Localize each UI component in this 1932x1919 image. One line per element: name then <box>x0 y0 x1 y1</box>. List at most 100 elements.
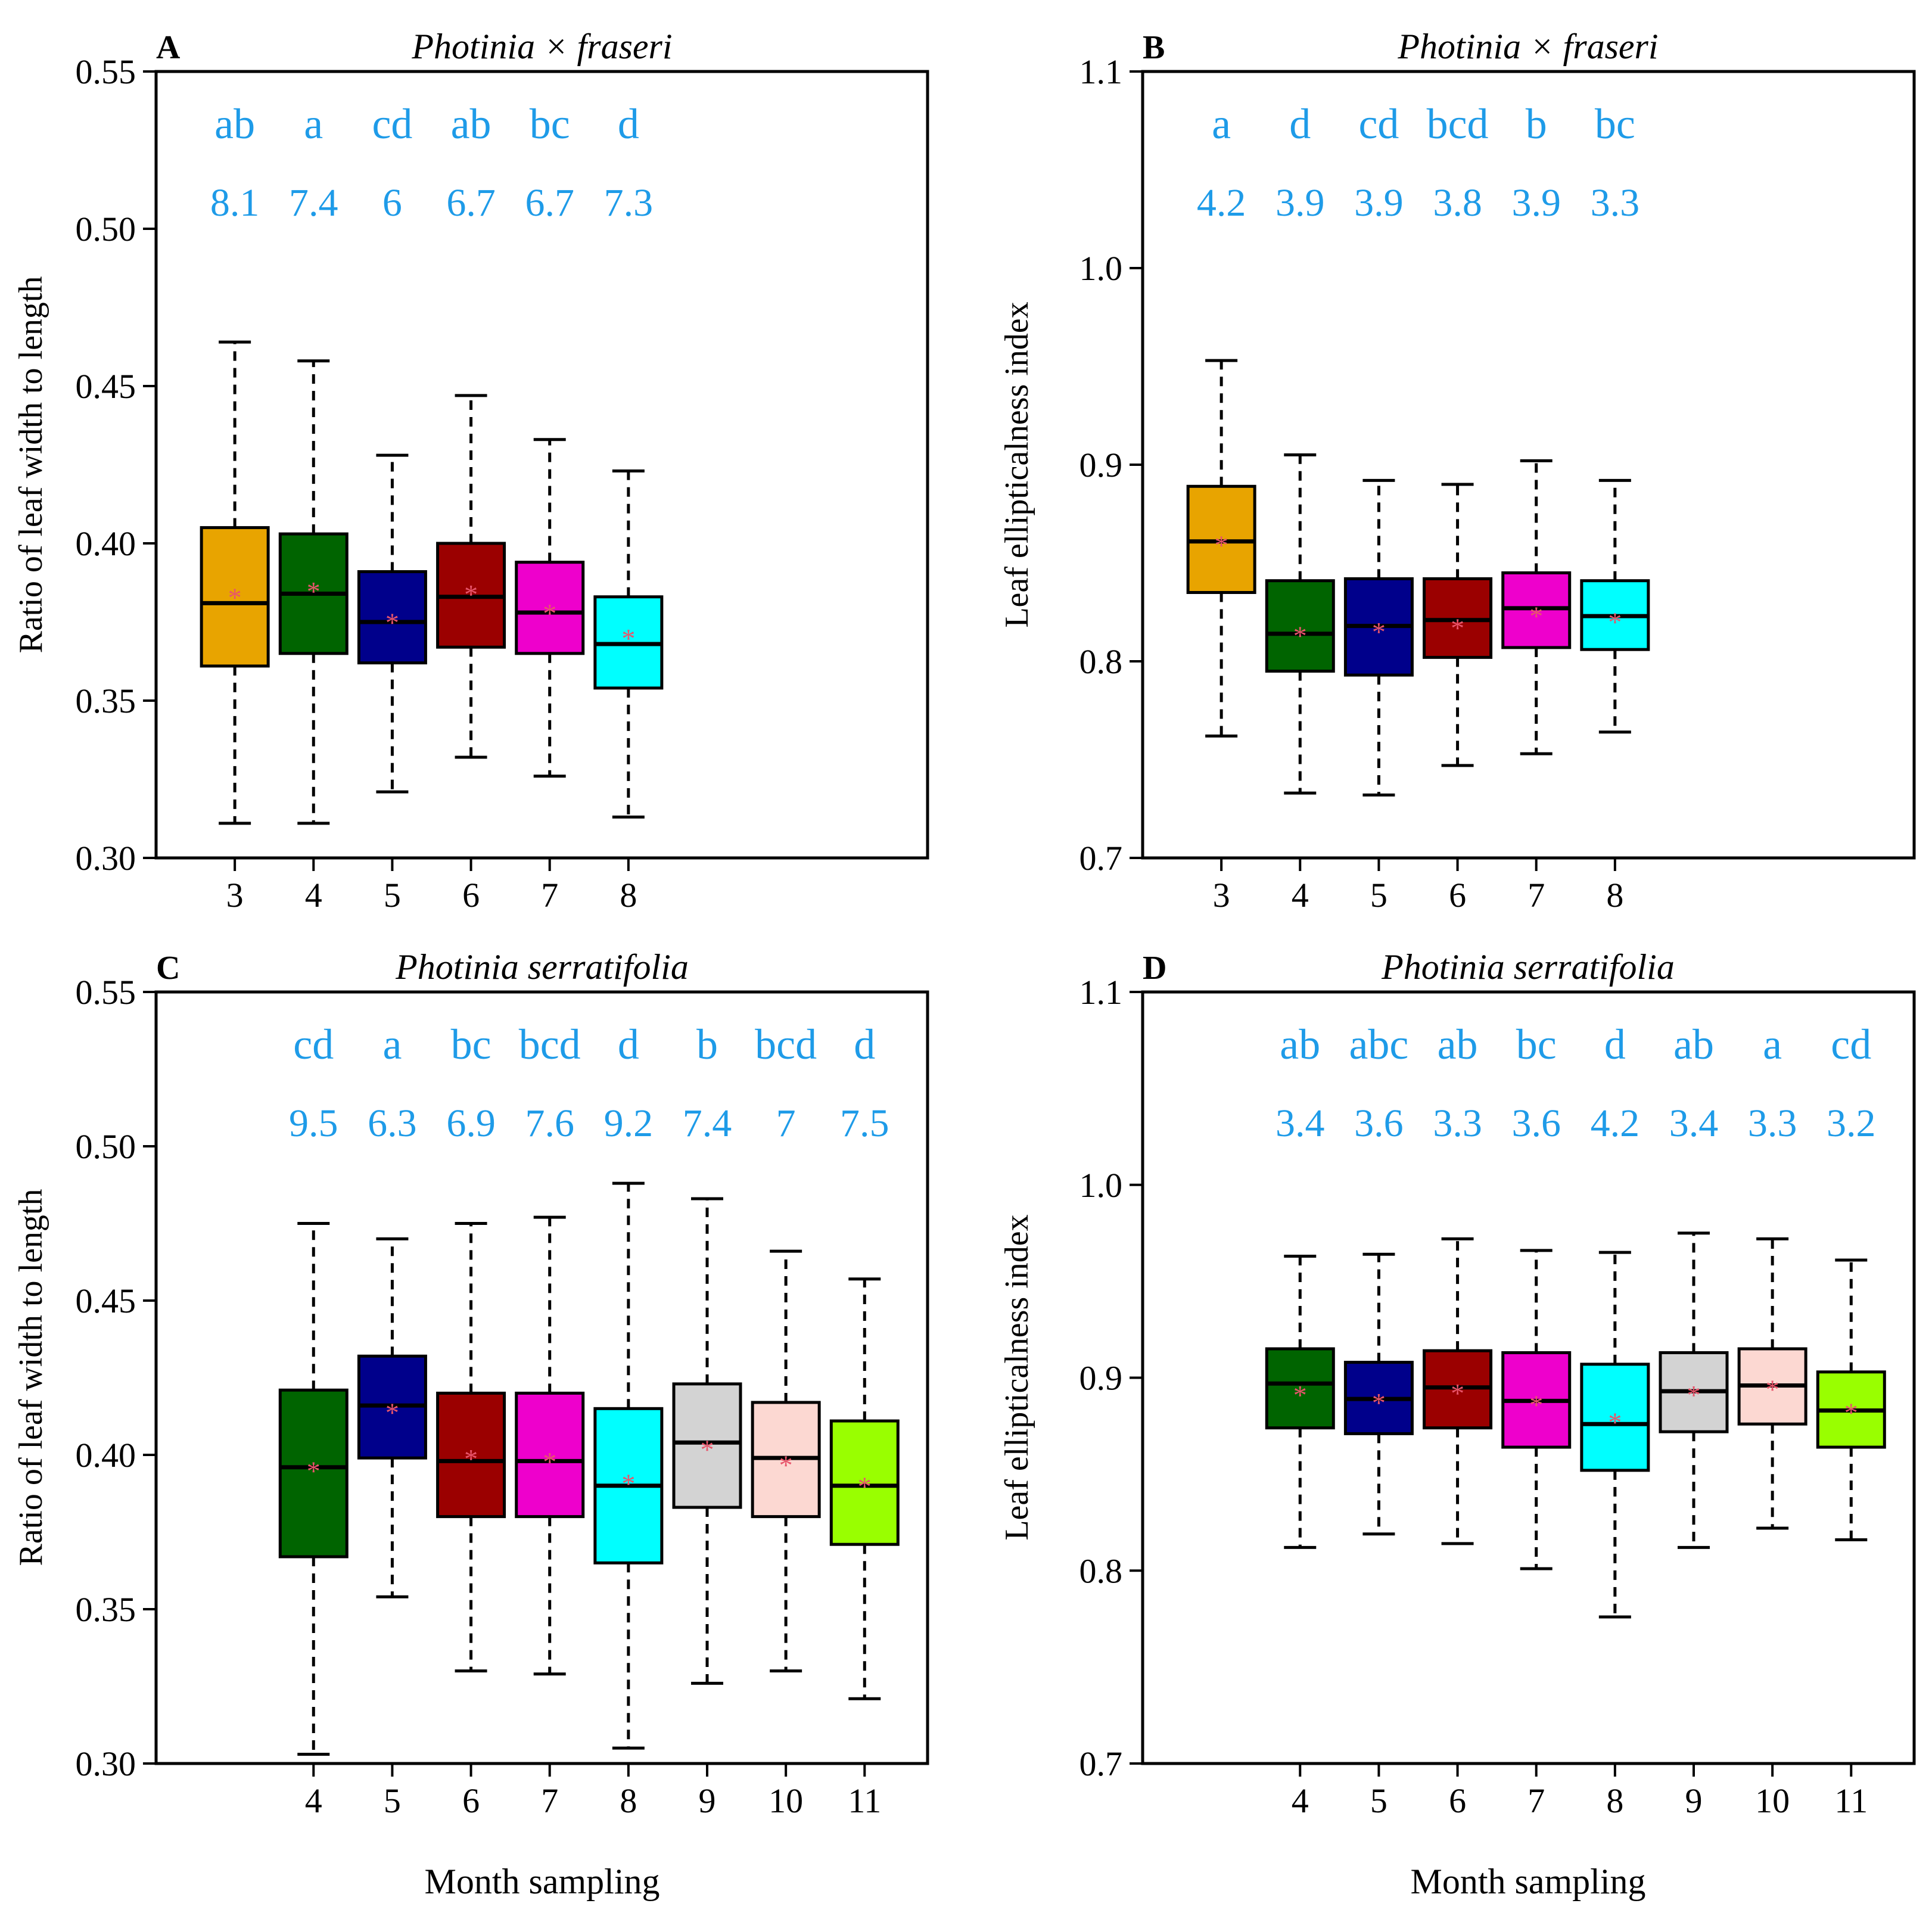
y-tick-label: 0.9 <box>1079 446 1123 484</box>
box-month-8: * d 4.2 <box>1580 1021 1650 1619</box>
mean-marker: * <box>1372 617 1386 647</box>
cv-label: 7 <box>776 1102 796 1145</box>
x-tick-label: 8 <box>1606 1781 1623 1820</box>
cv-label: 3.3 <box>1748 1102 1797 1145</box>
significance-letter: a <box>382 1021 402 1068</box>
x-tick-label: 5 <box>1370 1781 1387 1820</box>
box-month-5: * a 6.3 <box>357 1021 427 1598</box>
y-tick-label: 0.7 <box>1079 1744 1123 1783</box>
cv-label: 3.2 <box>1827 1102 1876 1145</box>
panel-label: C <box>156 950 180 987</box>
iqr-box <box>829 1419 900 1546</box>
significance-letter: cd <box>1358 100 1399 148</box>
box-month-7: * bc 3.6 <box>1501 1021 1572 1570</box>
x-tick-label: 9 <box>1685 1781 1703 1820</box>
y-tick-label: 0.8 <box>1079 1551 1123 1590</box>
mean-marker: * <box>621 623 635 654</box>
iqr-box <box>1265 1347 1335 1430</box>
x-tick-label: 5 <box>384 1781 401 1820</box>
y-axis-ticks: 0.30 0.35 0.40 0.45 0.50 0.55 <box>76 973 156 1783</box>
y-tick-label: 1.0 <box>1079 249 1123 288</box>
y-tick-label: 0.40 <box>76 524 136 563</box>
significance-letter: ab <box>1673 1021 1714 1068</box>
y-tick-label: 0.30 <box>76 1744 136 1783</box>
box-month-5: * abc 3.6 <box>1343 1021 1414 1536</box>
box-month-4: * cd 9.5 <box>278 1021 349 1756</box>
panel-c: C Photinia serratifolia Ratio of leaf wi… <box>13 947 929 1820</box>
y-axis-ticks: 0.7 0.8 0.9 1.0 1.1 <box>1079 973 1143 1783</box>
y-tick-label: 1.0 <box>1079 1166 1123 1205</box>
y-tick-label: 0.35 <box>76 682 136 720</box>
box-month-7: * bc 6.7 <box>515 100 585 778</box>
x-axis-ticks: 3 4 5 6 7 8 <box>226 858 637 915</box>
cv-label: 6 <box>382 181 402 225</box>
significance-letter: bc <box>451 1021 491 1068</box>
cv-label: 9.5 <box>289 1102 338 1145</box>
significance-letter: bcd <box>519 1021 581 1068</box>
cv-label: 6.3 <box>368 1102 417 1145</box>
box-month-8: * d 9.2 <box>593 1021 664 1750</box>
boxes: * a 4.2 * d 3.9 * cd 3.9 * bcd 3.8 * b 3.9 * bc 3.3 <box>1186 100 1650 797</box>
significance-letter: cd <box>293 1021 334 1068</box>
mean-marker: * <box>1844 1397 1858 1427</box>
y-axis-label: Ratio of leaf width to length <box>13 1189 49 1566</box>
mean-marker: * <box>1766 1374 1779 1404</box>
y-tick-label: 0.7 <box>1079 839 1123 878</box>
cv-label: 7.6 <box>525 1102 574 1145</box>
chart-title: Photinia serratifolia <box>1381 947 1675 987</box>
box-month-7: * bcd 7.6 <box>515 1021 585 1676</box>
significance-letter: d <box>854 1021 875 1068</box>
y-tick-label: 1.1 <box>1079 52 1123 91</box>
x-tick-label: 4 <box>1292 876 1309 915</box>
significance-letter: abc <box>1349 1021 1408 1068</box>
significance-letter: b <box>1526 100 1547 148</box>
cv-label: 8.1 <box>210 181 260 225</box>
y-tick-label: 0.35 <box>76 1590 136 1629</box>
x-tick-label: 4 <box>305 876 322 915</box>
iqr-box <box>278 1388 349 1559</box>
iqr-box <box>1580 1363 1650 1472</box>
chart-title: Photinia serratifolia <box>395 947 689 987</box>
y-tick-label: 0.40 <box>76 1436 136 1475</box>
cv-label: 3.6 <box>1354 1102 1404 1145</box>
mean-marker: * <box>1529 1389 1543 1420</box>
mean-marker: * <box>228 582 242 612</box>
chart-title: Photinia × fraseri <box>411 27 672 66</box>
mean-marker: * <box>543 598 556 629</box>
mean-marker: * <box>385 1397 399 1427</box>
x-axis-label-right: Month sampling <box>1410 1862 1645 1901</box>
cv-label: 3.6 <box>1511 1102 1561 1145</box>
y-tick-label: 0.45 <box>76 367 136 406</box>
iqr-box <box>672 1382 742 1509</box>
x-tick-label: 10 <box>769 1781 803 1820</box>
mean-marker: * <box>1529 601 1543 632</box>
significance-letter: bc <box>530 100 570 148</box>
box-month-4: * ab 3.4 <box>1265 1021 1335 1549</box>
mean-marker: * <box>1451 1378 1464 1408</box>
mean-marker: * <box>1608 1407 1622 1437</box>
cv-label: 7.3 <box>604 181 654 225</box>
x-tick-label: 9 <box>699 1781 716 1820</box>
mean-marker: * <box>1293 1380 1307 1410</box>
significance-letter: a <box>1212 100 1231 148</box>
x-tick-label: 7 <box>541 876 558 915</box>
y-axis-ticks: 0.30 0.35 0.40 0.45 0.50 0.55 <box>76 52 156 878</box>
x-axis-label-left: Month sampling <box>424 1862 659 1901</box>
box-month-9: * ab 3.4 <box>1659 1021 1729 1549</box>
cv-label: 4.2 <box>1197 181 1246 225</box>
x-tick-label: 10 <box>1755 1781 1790 1820</box>
mean-marker: * <box>701 1434 714 1464</box>
significance-letter: cd <box>372 100 412 148</box>
mean-marker: * <box>464 579 478 609</box>
mean-marker: * <box>1451 612 1464 643</box>
significance-letter: d <box>1604 1021 1626 1068</box>
panel-label: D <box>1143 950 1166 987</box>
cv-label: 3.9 <box>1275 181 1325 225</box>
x-tick-label: 8 <box>620 876 637 915</box>
box-month-8: * bc 3.3 <box>1580 100 1650 734</box>
cv-label: 6.9 <box>446 1102 496 1145</box>
cv-label: 7.5 <box>840 1102 889 1145</box>
x-tick-label: 8 <box>620 1781 637 1820</box>
significance-letter: bcd <box>755 1021 817 1068</box>
